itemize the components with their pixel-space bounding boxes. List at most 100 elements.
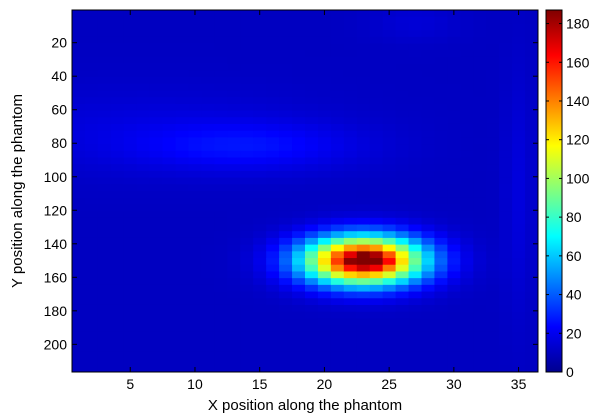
heatmap-cell bbox=[512, 198, 526, 205]
heatmap-cell bbox=[422, 312, 436, 319]
heatmap-cell bbox=[85, 37, 99, 44]
heatmap-cell bbox=[85, 131, 99, 138]
heatmap-cell bbox=[189, 218, 203, 225]
heatmap-cell bbox=[240, 77, 254, 84]
heatmap-cell bbox=[150, 278, 164, 285]
heatmap-cell bbox=[124, 124, 138, 131]
heatmap-cell bbox=[331, 77, 345, 84]
heatmap-cell bbox=[370, 84, 384, 91]
heatmap-cell bbox=[137, 211, 151, 218]
heatmap-cell bbox=[253, 178, 267, 185]
heatmap-cell bbox=[253, 184, 267, 191]
heatmap-cell bbox=[176, 318, 190, 325]
heatmap-cell bbox=[499, 292, 513, 299]
heatmap-cell bbox=[292, 44, 306, 51]
heatmap-cell bbox=[150, 345, 164, 352]
heatmap-cell bbox=[214, 191, 228, 198]
heatmap-cell bbox=[124, 84, 138, 91]
heatmap-cell bbox=[422, 251, 436, 258]
heatmap-cell bbox=[150, 211, 164, 218]
heatmap-cell bbox=[305, 37, 319, 44]
heatmap-cell bbox=[227, 178, 241, 185]
heatmap-cell bbox=[383, 198, 397, 205]
heatmap-cell bbox=[422, 238, 436, 245]
heatmap-cell bbox=[447, 178, 461, 185]
heatmap-cell bbox=[111, 265, 125, 272]
heatmap-cell bbox=[98, 171, 112, 178]
heatmap-cell bbox=[98, 84, 112, 91]
heatmap-cell bbox=[383, 144, 397, 151]
heatmap-cell bbox=[512, 338, 526, 345]
heatmap-cell bbox=[331, 305, 345, 312]
heatmap-cell bbox=[512, 37, 526, 44]
heatmap-cell bbox=[279, 211, 293, 218]
heatmap-cell bbox=[525, 245, 539, 252]
heatmap-cell bbox=[370, 258, 384, 265]
heatmap-cell bbox=[460, 305, 474, 312]
heatmap-cell bbox=[279, 97, 293, 104]
heatmap-cell bbox=[163, 345, 177, 352]
heatmap-cell bbox=[344, 77, 358, 84]
y-tick-label: 60 bbox=[51, 102, 67, 118]
heatmap-cell bbox=[201, 359, 215, 366]
heatmap-cell bbox=[85, 44, 99, 51]
heatmap-cell bbox=[499, 198, 513, 205]
heatmap-cell bbox=[305, 111, 319, 118]
heatmap-cell bbox=[409, 171, 423, 178]
heatmap-cell bbox=[85, 325, 99, 332]
heatmap-cell bbox=[253, 285, 267, 292]
heatmap-cell bbox=[201, 77, 215, 84]
heatmap-cell bbox=[201, 198, 215, 205]
heatmap-cell bbox=[318, 318, 332, 325]
heatmap-cell bbox=[499, 23, 513, 30]
heatmap-cell bbox=[370, 292, 384, 299]
heatmap-cell bbox=[240, 278, 254, 285]
y-tick-label: 20 bbox=[51, 35, 67, 51]
heatmap-cell bbox=[214, 44, 228, 51]
heatmap-cell bbox=[292, 211, 306, 218]
heatmap-cell bbox=[318, 171, 332, 178]
heatmap-cell bbox=[357, 151, 371, 158]
heatmap-cell bbox=[201, 64, 215, 71]
heatmap-cell bbox=[214, 131, 228, 138]
heatmap-cell bbox=[111, 77, 125, 84]
heatmap-cell bbox=[331, 151, 345, 158]
heatmap-cell bbox=[473, 238, 487, 245]
heatmap-cell bbox=[370, 171, 384, 178]
heatmap-cell bbox=[318, 151, 332, 158]
heatmap-cell bbox=[253, 278, 267, 285]
heatmap-cell bbox=[499, 90, 513, 97]
heatmap-cell bbox=[85, 117, 99, 124]
heatmap-cell bbox=[72, 124, 86, 131]
heatmap-cell bbox=[163, 70, 177, 77]
heatmap-cell bbox=[486, 144, 500, 151]
heatmap-cell bbox=[163, 292, 177, 299]
heatmap-cell bbox=[266, 231, 280, 238]
heatmap-cell bbox=[460, 97, 474, 104]
heatmap-cell bbox=[189, 144, 203, 151]
heatmap-cell bbox=[331, 23, 345, 30]
heatmap-cell bbox=[85, 50, 99, 57]
heatmap-cell bbox=[201, 50, 215, 57]
heatmap-cell bbox=[227, 131, 241, 138]
heatmap-cell bbox=[279, 178, 293, 185]
heatmap-cell bbox=[422, 23, 436, 30]
heatmap-cell bbox=[150, 265, 164, 272]
heatmap-cell bbox=[266, 50, 280, 57]
heatmap-cell bbox=[344, 265, 358, 272]
heatmap-cell bbox=[201, 271, 215, 278]
heatmap-cell bbox=[227, 312, 241, 319]
heatmap-cell bbox=[486, 198, 500, 205]
heatmap-cell bbox=[499, 171, 513, 178]
heatmap-cell bbox=[318, 198, 332, 205]
heatmap-cell bbox=[357, 97, 371, 104]
heatmap-cell bbox=[189, 23, 203, 30]
heatmap-cell bbox=[240, 238, 254, 245]
heatmap-cell bbox=[201, 137, 215, 144]
heatmap-cell bbox=[512, 164, 526, 171]
heatmap-cell bbox=[434, 245, 448, 252]
heatmap-cell bbox=[305, 191, 319, 198]
heatmap-cell bbox=[266, 298, 280, 305]
heatmap-cell bbox=[370, 345, 384, 352]
heatmap-cell bbox=[396, 198, 410, 205]
